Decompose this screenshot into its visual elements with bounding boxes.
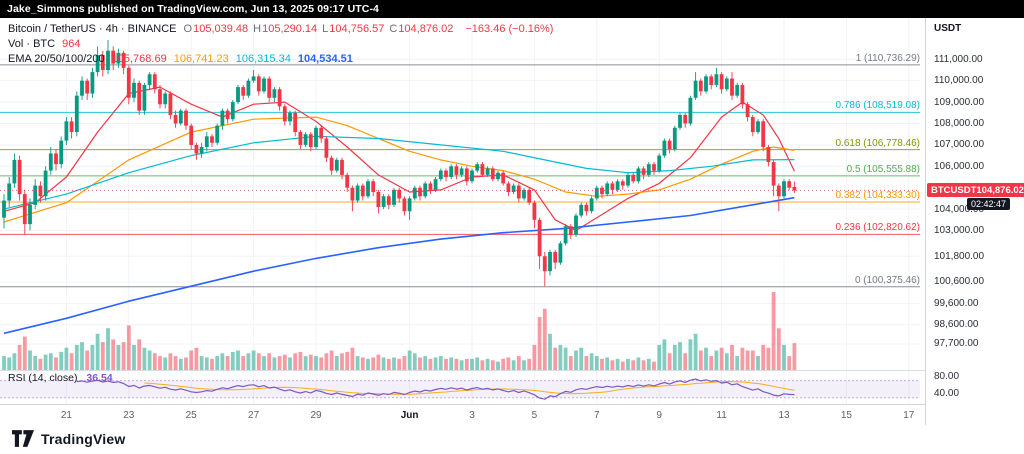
ohlc-values: O105,039.48 H105,290.14 L104,756.57 C104,87… [184, 23, 459, 35]
candles-layer [2, 40, 797, 287]
chart-legend: Bitcoin / TetherUS · 4h · BINANCE O105,0… [8, 21, 553, 66]
bar-countdown: 02:42:47 [967, 198, 1011, 210]
ohlc-val: 104,876.02 [398, 22, 454, 35]
price-axis-label: 101,800.00 [934, 250, 985, 262]
current-price-badge: BTCUSDT 104,876.02 [927, 183, 1024, 197]
ohlc-key: C [389, 22, 398, 35]
time-axis-label: 27 [248, 410, 260, 421]
time-axis-label: 23 [123, 410, 135, 421]
price-axis-label: 98,600.00 [934, 319, 979, 331]
ema-value: 105,768.69 [111, 52, 167, 65]
rsi-value: 36.54 [86, 372, 113, 384]
volume-layer [2, 292, 797, 370]
ema-value: 106,741.23 [173, 52, 229, 65]
price-axis-label: 104,000.00 [934, 203, 985, 215]
symbol-title: Bitcoin / TetherUS · 4h · BINANCE [8, 22, 177, 35]
price-axis-label: 103,000.00 [934, 225, 985, 237]
ohlc-val: 104,756.57 [329, 22, 385, 35]
time-axis-label: 13 [778, 410, 790, 421]
volume-label: Vol · BTC [8, 37, 56, 50]
price-axis-label: 100,600.00 [934, 276, 985, 288]
volume-legend-row[interactable]: Vol · BTC 964 [8, 36, 553, 51]
ema-value: 106,315.34 [235, 52, 291, 65]
time-axis-label: 29 [310, 410, 322, 421]
footer: TradingView [12, 430, 125, 447]
fib-level-label[interactable]: 0.786 (108,519.08) [835, 100, 920, 112]
fib-level-label[interactable]: 1 (110,736.29) [855, 52, 920, 64]
time-axis-label: 5 [531, 410, 538, 421]
ema-layer [3, 86, 795, 335]
ohlc-val: 105,039.48 [193, 22, 249, 35]
rsi-axis-label: 80.00 [934, 371, 960, 383]
rsi-legend-row[interactable]: RSI (14, close) 36.54 [8, 372, 113, 384]
price-chart-canvas[interactable] [0, 0, 925, 425]
badge-price: 104,876.02 [976, 184, 1024, 196]
fib-level-label[interactable]: 0.618 (106,778.46) [835, 137, 920, 149]
symbol-legend-row[interactable]: Bitcoin / TetherUS · 4h · BINANCE O105,0… [8, 21, 553, 36]
price-axis-label: 109,000.00 [934, 96, 985, 108]
price-axis-label: 110,000.00 [934, 75, 984, 87]
price-axis-label: 106,000.00 [934, 160, 985, 172]
ema-label: EMA 20/50/100/200 [8, 52, 105, 65]
time-axis-label: 15 [840, 410, 852, 421]
fib-level-label[interactable]: 0 (100,375.46) [854, 274, 920, 286]
price-change: −163.46 (−0.16%) [465, 22, 554, 35]
time-axis-label: 7 [594, 410, 600, 421]
badge-symbol: BTCUSDT [931, 184, 977, 196]
time-axis-label: 17 [903, 410, 915, 421]
publish-bar: Jake_Simmons published on TradingView.co… [0, 0, 1024, 18]
time-axis-label: 21 [60, 410, 72, 421]
ohlc-key: H [253, 22, 262, 35]
price-axis[interactable]: USDT 111,000.00 110,000.00 109,000.00 108,0… [925, 0, 1024, 425]
price-axis-label: 97,700.00 [934, 338, 979, 350]
fib-level-label[interactable]: 0.236 (102,820.62) [835, 222, 920, 234]
rsi-label: RSI (14, close) [8, 372, 78, 384]
fib-lines-layer [0, 64, 920, 288]
time-axis-label: Jun [400, 410, 419, 421]
ema-values: 105,768.69 106,741.23 106,315.34 104,534.51 [112, 53, 360, 65]
fib-level-label[interactable]: 0.382 (104,333.30) [835, 189, 920, 201]
rsi-pane-layer [0, 370, 925, 400]
volume-value: 964 [62, 37, 81, 50]
time-axis-label: 25 [185, 410, 197, 421]
price-axis-label: 107,000.00 [934, 139, 985, 151]
tradingview-brand[interactable]: TradingView [41, 430, 126, 447]
ema-legend-row[interactable]: EMA 20/50/100/200 105,768.69 106,741.23 10… [8, 51, 553, 66]
time-axis-label: 11 [716, 410, 727, 421]
rsi-axis-label: 40.00 [934, 388, 960, 400]
fib-level-label[interactable]: 0.5 (105,555.88) [846, 163, 920, 175]
publish-text: Jake_Simmons published on TradingView.co… [7, 3, 379, 15]
ema-value: 104,534.51 [297, 52, 353, 65]
axis-currency-label: USDT [934, 23, 962, 34]
tradingview-logo-icon[interactable] [12, 430, 34, 447]
time-axis[interactable]: 21 23 25 27 29 Jun 3 5 7 9 11 13 15 17 [0, 404, 925, 425]
ohlc-key: L [322, 22, 329, 35]
time-axis-label: 9 [656, 410, 662, 421]
time-axis-label: 3 [469, 410, 475, 421]
price-axis-label: 111,000.00 [934, 53, 983, 65]
price-axis-label: 108,000.00 [934, 117, 985, 129]
ohlc-key: O [183, 22, 193, 35]
ohlc-val: 105,290.14 [262, 22, 318, 35]
price-axis-label: 99,600.00 [934, 297, 979, 309]
